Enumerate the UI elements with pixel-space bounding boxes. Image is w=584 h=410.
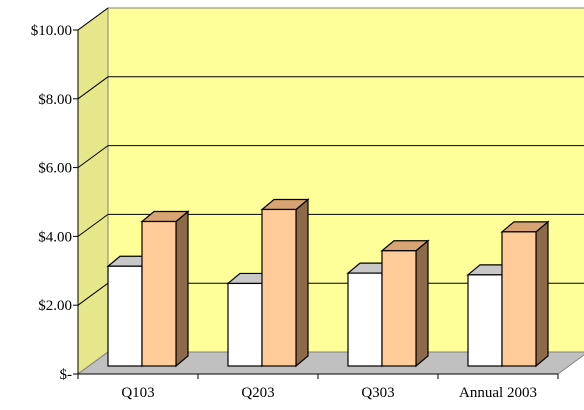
bar [380,239,430,368]
bar-front [347,272,383,367]
y-tick-label: $8.00 [38,92,72,108]
y-tick-label: $- [60,367,73,383]
bar-front [381,250,417,367]
bars [106,198,550,368]
x-tick-label: Q203 [241,385,274,401]
bar-side [175,210,189,368]
bar-front [501,231,537,367]
y-tick-label: $10.00 [31,23,72,39]
gridline-side [77,7,109,31]
bar-side [295,198,309,368]
bar-side [415,239,429,368]
x-tick-label: Q303 [361,385,394,401]
gridline-side [77,282,109,306]
axes [73,29,559,379]
bar [500,220,550,368]
y-tick-label: $4.00 [38,229,72,245]
y-tick-label: $2.00 [38,298,72,314]
bar-side [535,220,549,368]
x-tick-label: Annual 2003 [459,385,537,401]
gridline-side [77,145,109,169]
bar-front [467,274,503,367]
x-axis-tick-labels: Q103 Q203 Q303 Annual 2003 [121,385,537,401]
bar-front [107,265,143,367]
y-tick-label: $6.00 [38,161,72,177]
bar [260,198,310,368]
gridline-side [77,213,109,237]
bar-front [261,208,297,367]
bar-front [141,220,177,367]
bar [140,210,190,368]
y-axis-tick-labels: $- $2.00 $4.00 $6.00 $8.00 $10.00 [31,23,72,383]
gridline-side [77,76,109,100]
bar-front [227,282,263,367]
side-wall [77,7,109,375]
x-tick-label: Q103 [121,385,154,401]
